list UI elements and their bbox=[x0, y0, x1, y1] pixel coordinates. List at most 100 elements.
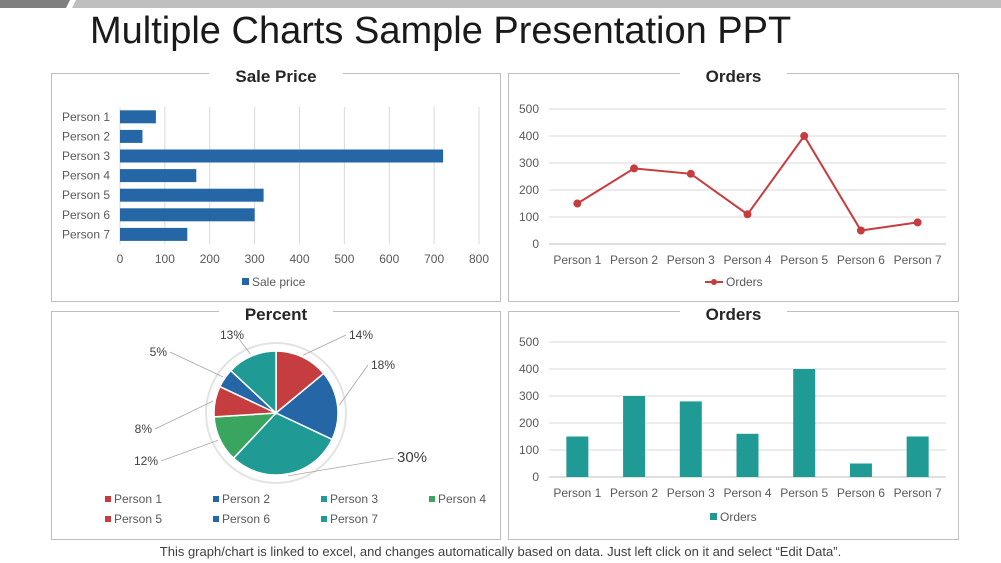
data-label: 13% bbox=[220, 328, 244, 342]
bar bbox=[679, 401, 702, 477]
data-label: 14% bbox=[349, 328, 373, 342]
x-tick-label: Person 1 bbox=[553, 253, 601, 267]
y-tick-label: 100 bbox=[519, 443, 539, 457]
y-tick-label: 500 bbox=[519, 102, 539, 116]
data-label: 12% bbox=[134, 454, 158, 468]
x-tick-label: 200 bbox=[200, 252, 220, 266]
legend-label: Person 1 bbox=[114, 492, 162, 506]
bar bbox=[120, 188, 264, 202]
legend-swatch bbox=[213, 516, 219, 522]
legend-label: Person 5 bbox=[114, 512, 162, 526]
bar bbox=[120, 227, 188, 241]
x-tick-label: 300 bbox=[245, 252, 265, 266]
legend-swatch bbox=[429, 496, 435, 502]
category-label: Person 3 bbox=[62, 149, 110, 163]
legend-label: Person 7 bbox=[330, 512, 378, 526]
x-tick-label: Person 2 bbox=[610, 253, 658, 267]
bar bbox=[736, 433, 759, 477]
bar bbox=[849, 463, 872, 477]
data-point bbox=[913, 218, 922, 227]
category-label: Person 6 bbox=[62, 208, 110, 222]
legend-marker bbox=[711, 279, 717, 285]
x-tick-label: Person 3 bbox=[667, 486, 715, 500]
legend-label: Sale price bbox=[252, 275, 306, 289]
footer-note: This graph/chart is linked to excel, and… bbox=[159, 544, 842, 559]
orders-column-panel: Orders 0 100 200 300 400 500 Person 1 Person 2 P… bbox=[508, 305, 959, 540]
bar bbox=[120, 129, 143, 143]
y-tick-label: 200 bbox=[519, 183, 539, 197]
y-tick-label: 0 bbox=[532, 470, 539, 484]
y-tick-label: 300 bbox=[519, 389, 539, 403]
orders-line-panel: Orders 0 100 200 300 400 500 Person 1 Person 2 P… bbox=[508, 67, 959, 302]
x-tick-label: Person 4 bbox=[723, 253, 771, 267]
sale-price-panel: Sale Price 0 100 200 300 400 500 600 700 800 Pers… bbox=[51, 67, 501, 302]
x-tick-label: Person 5 bbox=[780, 486, 828, 500]
pie-slice bbox=[274, 372, 339, 441]
top-accent-bar bbox=[0, 0, 1001, 8]
bar bbox=[623, 396, 646, 477]
legend-swatch bbox=[105, 496, 111, 502]
legend-label: Person 3 bbox=[330, 492, 378, 506]
x-tick-label: Person 6 bbox=[837, 253, 885, 267]
y-tick-label: 400 bbox=[519, 362, 539, 376]
category-label: Person 2 bbox=[62, 129, 110, 143]
legend-label: Person 4 bbox=[438, 492, 486, 506]
bar bbox=[906, 436, 929, 477]
category-label: Person 4 bbox=[62, 169, 110, 183]
y-tick-label: 300 bbox=[519, 156, 539, 170]
legend-swatch bbox=[321, 516, 327, 522]
category-label: Person 1 bbox=[62, 110, 110, 124]
x-tick-label: 800 bbox=[469, 252, 489, 266]
x-tick-label: Person 3 bbox=[667, 253, 715, 267]
legend-label: Person 6 bbox=[222, 512, 270, 526]
percent-pie-chart[interactable]: 14% 18% 30% 12% 8% 5% 13% Person 1 Person 2 Perso… bbox=[52, 312, 499, 538]
x-tick-label: 100 bbox=[155, 252, 175, 266]
data-point bbox=[800, 132, 809, 140]
data-label: 18% bbox=[371, 358, 395, 372]
data-label: 8% bbox=[135, 422, 153, 436]
bar bbox=[120, 169, 197, 183]
pie-slice bbox=[232, 412, 334, 476]
data-point bbox=[743, 210, 752, 219]
pie-slice bbox=[229, 350, 277, 415]
legend-label: Person 2 bbox=[222, 492, 270, 506]
leader-line bbox=[235, 334, 251, 355]
leader-line bbox=[169, 351, 224, 378]
orders-line-chart[interactable]: 0 100 200 300 400 500 Person 1 Person 2 Person 3… bbox=[509, 74, 957, 300]
leader-line bbox=[339, 364, 369, 406]
leader-line bbox=[160, 439, 219, 462]
legend-swatch bbox=[105, 516, 111, 522]
bar bbox=[120, 208, 255, 222]
category-label: Person 7 bbox=[62, 227, 110, 241]
x-tick-label: 500 bbox=[334, 252, 354, 266]
y-tick-label: 500 bbox=[519, 335, 539, 349]
leader-line bbox=[303, 334, 347, 356]
legend-swatch bbox=[710, 513, 717, 520]
x-tick-label: Person 7 bbox=[894, 253, 942, 267]
x-tick-label: 0 bbox=[117, 252, 124, 266]
leader-line bbox=[154, 400, 214, 430]
x-tick-label: Person 6 bbox=[837, 486, 885, 500]
x-tick-label: Person 5 bbox=[780, 253, 828, 267]
percent-panel: Percent 14% 18% 30% 12% 8% 5% 13% Person 1 Perso… bbox=[51, 305, 501, 540]
bar bbox=[793, 369, 816, 477]
bar bbox=[566, 436, 589, 477]
legend-swatch bbox=[213, 496, 219, 502]
bar bbox=[120, 110, 156, 124]
x-tick-label: 700 bbox=[424, 252, 444, 266]
x-tick-label: Person 7 bbox=[894, 486, 942, 500]
y-tick-label: 100 bbox=[519, 210, 539, 224]
bar bbox=[120, 149, 444, 163]
page-title: Multiple Charts Sample Presentation PPT bbox=[90, 10, 792, 52]
data-label: 30% bbox=[397, 449, 427, 466]
orders-column-chart[interactable]: 0 100 200 300 400 500 Person 1 Person 2 Person 3… bbox=[509, 312, 957, 538]
leader-line bbox=[287, 457, 395, 477]
data-label: 5% bbox=[150, 345, 168, 359]
sale-price-chart[interactable]: 0 100 200 300 400 500 600 700 800 Person 1 Person … bbox=[52, 74, 499, 300]
legend-swatch bbox=[242, 278, 249, 285]
x-tick-label: Person 1 bbox=[553, 486, 601, 500]
data-point bbox=[630, 164, 639, 173]
pie-slice bbox=[275, 350, 325, 415]
category-label: Person 5 bbox=[62, 188, 110, 202]
legend-label: Orders bbox=[726, 275, 763, 289]
